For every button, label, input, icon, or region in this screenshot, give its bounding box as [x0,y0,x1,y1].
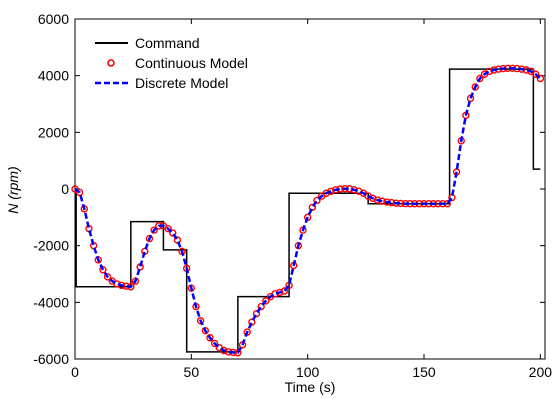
series-continuous-point [145,234,154,243]
x-tick-label: 200 [529,364,553,380]
series-continuous-point [220,346,228,355]
series-continuous-point [369,194,377,203]
legend-discrete-label: Discrete Model [135,75,228,91]
x-axis-label: Time (s) [285,379,336,395]
legend: Command Continuous Model Discrete Model [95,35,248,91]
series-continuous-point [71,185,79,193]
legend-continuous-label: Continuous Model [135,55,248,71]
legend-command-label: Command [135,35,200,51]
series-continuous-point [75,188,84,197]
series-continuous-point [201,326,210,335]
series-continuous-point [536,74,545,83]
series-continuous-point [262,297,270,305]
series-continuous-point [234,349,242,357]
series-continuous-point [164,224,172,233]
y-tick-label: -4000 [33,294,69,310]
legend-continuous-marker [107,59,115,67]
series-continuous-point [308,203,317,212]
axis-ticks: 0 50 100 150 200 6000 4000 2000 0 -2000 -4000 -6000 [33,11,552,380]
series-layer [71,64,545,357]
x-tick-label: 0 [71,364,79,380]
series-continuous-point [103,273,112,281]
y-tick-label: -2000 [33,238,69,254]
series-continuous-point [206,334,214,342]
x-tick-label: 150 [412,364,436,380]
series-continuous-point [248,318,256,326]
series-continuous-point [210,339,219,348]
series-continuous-point [531,70,540,78]
plot-area [74,18,546,360]
y-tick-label: -6000 [33,351,69,367]
y-tick-label: 6000 [38,11,69,27]
series-continuous-point [196,317,205,325]
series-continuous-point [169,229,177,237]
y-axis-label: N (rpm) [5,166,21,213]
x-tick-label: 100 [296,364,320,380]
series-discrete-line [74,67,542,355]
series-continuous-point [252,309,261,318]
series-continuous-point [476,74,484,83]
series-continuous-point [150,226,158,234]
y-tick-label: 2000 [38,124,69,140]
series-command-line [75,68,541,353]
series-continuous-point [99,266,107,274]
y-tick-label: 0 [61,181,69,197]
series-continuous-point [257,302,265,311]
y-tick-label: 4000 [38,68,69,84]
series-continuous-point [313,196,321,205]
x-tick-label: 50 [184,364,200,380]
